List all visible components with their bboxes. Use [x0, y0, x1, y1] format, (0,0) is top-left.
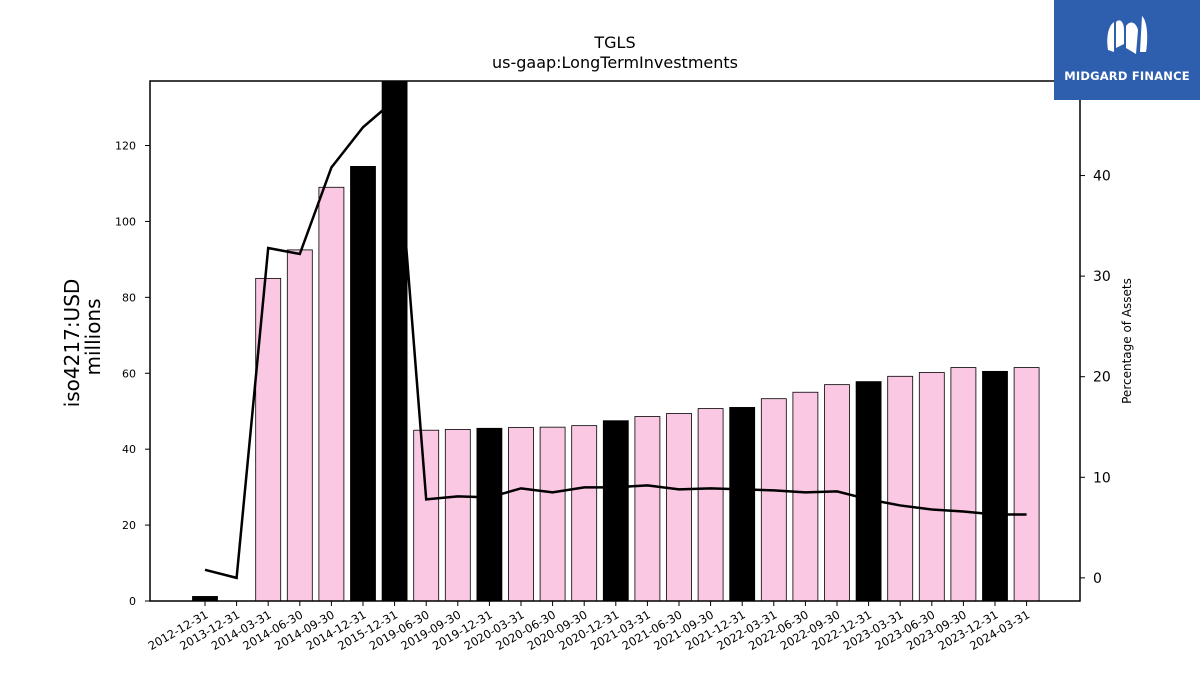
bar-2021-09-30 — [697, 408, 724, 602]
left-tick-label-100: 100 — [115, 215, 136, 228]
bar-2021-03-31 — [634, 416, 661, 602]
bar-2023-12-31 — [982, 370, 1008, 602]
bar-2020-03-31 — [508, 427, 534, 602]
right-tick-label-0: 0 — [1093, 571, 1102, 587]
bar-2024-03-31 — [1013, 367, 1040, 602]
bar-2023-09-30 — [950, 367, 977, 602]
right-axis: 0 10 20 30 40 — [1080, 169, 1111, 587]
logo-text: MIDGARD FINANCE — [1064, 69, 1190, 83]
x-axis: 2012-12-312013-12-312014-03-312014-06-30… — [146, 601, 1032, 653]
bar-2014-09-30 — [318, 186, 345, 602]
bar-2015-12-31 — [381, 80, 408, 602]
bar-2022-12-31 — [855, 381, 882, 602]
right-tick-label-40: 40 — [1093, 169, 1111, 185]
right-tick-label-30: 30 — [1093, 269, 1111, 285]
percentage-line — [204, 97, 1027, 580]
left-tick-label-20: 20 — [122, 519, 136, 532]
right-tick-label-10: 10 — [1093, 470, 1111, 486]
bar-2014-06-30 — [286, 249, 313, 602]
plot-frame — [149, 80, 1081, 602]
bar-2023-06-30 — [918, 372, 945, 602]
chart-subtitle: us-gaap:LongTermInvestments — [492, 53, 738, 72]
right-tick-label-20: 20 — [1093, 370, 1111, 386]
bar-2014-12-31 — [350, 166, 376, 602]
midgard-logo-icon — [1107, 16, 1148, 54]
chart-title: TGLS — [593, 33, 635, 52]
bar-series — [192, 80, 1040, 602]
left-axis-label-line2: millions — [81, 298, 105, 375]
bar-2019-12-31 — [476, 427, 503, 602]
bar-2019-09-30 — [444, 429, 471, 602]
bar-2021-12-31 — [729, 407, 756, 602]
bar-2022-06-30 — [792, 391, 819, 602]
bar-2020-12-31 — [602, 420, 629, 602]
bar-2020-06-30 — [539, 426, 566, 602]
left-axis: 0 20 40 60 80 100 120 — [115, 140, 150, 608]
left-tick-label-40: 40 — [122, 443, 136, 456]
bar-2019-06-30 — [413, 429, 440, 602]
left-tick-label-120: 120 — [115, 140, 136, 153]
bar-2020-09-30 — [571, 425, 598, 602]
bar-2023-03-31 — [887, 375, 914, 602]
bar-2021-06-30 — [666, 413, 692, 602]
left-tick-label-0: 0 — [129, 595, 136, 608]
bar-2022-03-31 — [760, 398, 787, 602]
left-tick-label-60: 60 — [122, 367, 136, 380]
midgard-finance-logo: MIDGARD FINANCE — [1054, 0, 1200, 100]
left-axis-label-line1: iso4217:USD — [60, 279, 84, 408]
right-axis-label: Percentage of Assets — [1120, 278, 1134, 404]
line-series — [204, 97, 1027, 580]
left-tick-label-80: 80 — [122, 291, 136, 304]
